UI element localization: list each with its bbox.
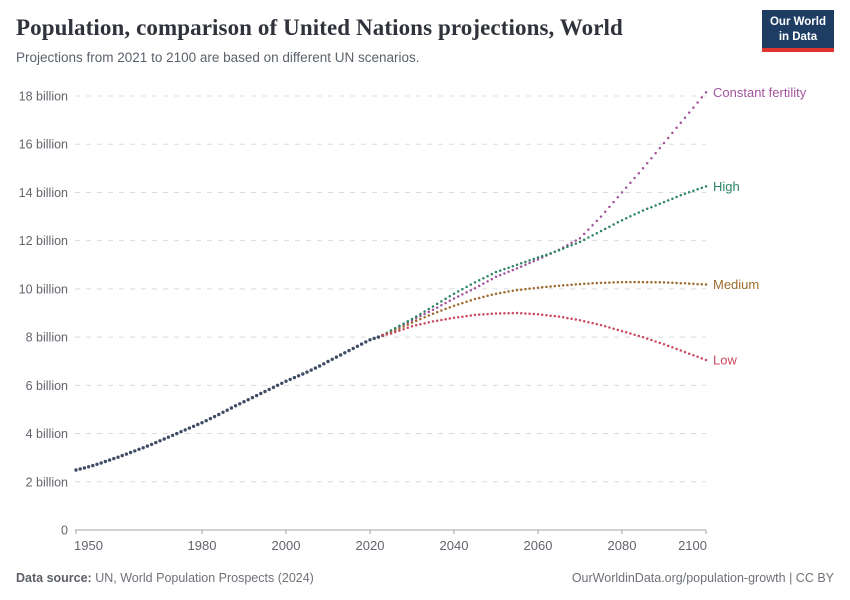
footer-link[interactable]: OurWorldinData.org/population-growth | C… (571, 571, 834, 585)
y-tick-label: 8 billion (26, 331, 68, 345)
x-tick-label: 1950 (74, 538, 103, 553)
y-tick-label: 2 billion (26, 475, 68, 489)
x-tick-label: 2080 (608, 538, 637, 553)
y-axis-labels: 0 2 billion 4 billion 6 billion 8 billion 10 … (19, 90, 68, 538)
y-tick-label: 10 billion (19, 282, 68, 296)
y-tick-label: 16 billion (19, 138, 68, 152)
owid-logo[interactable]: Our World in Data (761, 10, 834, 53)
x-tick-label: 2100 (678, 538, 707, 553)
series-historical[interactable] (74, 333, 385, 472)
chart-titles: Population, comparison of United Nations… (16, 14, 623, 66)
y-tick-label: 18 billion (19, 90, 68, 104)
series-high[interactable] (381, 185, 708, 337)
series-constant-fertility[interactable] (381, 91, 708, 337)
chart-subtitle: Projections from 2021 to 2100 are based … (16, 49, 420, 65)
y-tick-label: 6 billion (26, 379, 68, 393)
x-tick-label: 2060 (524, 538, 553, 553)
owid-logo-line1: Our World (769, 16, 826, 28)
chart-title: Population, comparison of United Nations… (16, 15, 623, 40)
series-medium[interactable] (381, 280, 708, 337)
series-label-low[interactable]: Low (713, 353, 737, 368)
chart-header: Population, comparison of United Nations… (16, 10, 834, 66)
x-tick-label: 2020 (356, 538, 385, 553)
x-tick-label: 2000 (272, 538, 301, 553)
y-tick-label: 4 billion (26, 427, 68, 441)
x-tick-label: 2040 (440, 538, 469, 553)
owid-logo-line2: in Data (778, 30, 818, 43)
chart-footer: Data source: UN, World Population Prospe… (16, 571, 834, 585)
series-label-medium[interactable]: Medium (713, 277, 759, 292)
series-label-constant-fertility[interactable]: Constant fertility (713, 85, 807, 100)
x-tick-label: 1980 (188, 538, 217, 553)
data-source-value: UN, World Population Prospects (2024) (95, 571, 314, 585)
series-low[interactable] (381, 311, 708, 362)
y-tick-label: 12 billion (19, 234, 68, 248)
y-tick-label: 14 billion (19, 186, 68, 200)
series-label-high[interactable]: High (713, 179, 740, 194)
data-source-label: Data source: (16, 571, 92, 585)
gridlines (75, 95, 706, 483)
x-axis: 1950 1980 2000 2020 2040 2060 2080 2100 (74, 529, 707, 553)
data-source: Data source: UN, World Population Prospe… (16, 571, 314, 585)
y-tick-label: 0 (61, 524, 68, 538)
